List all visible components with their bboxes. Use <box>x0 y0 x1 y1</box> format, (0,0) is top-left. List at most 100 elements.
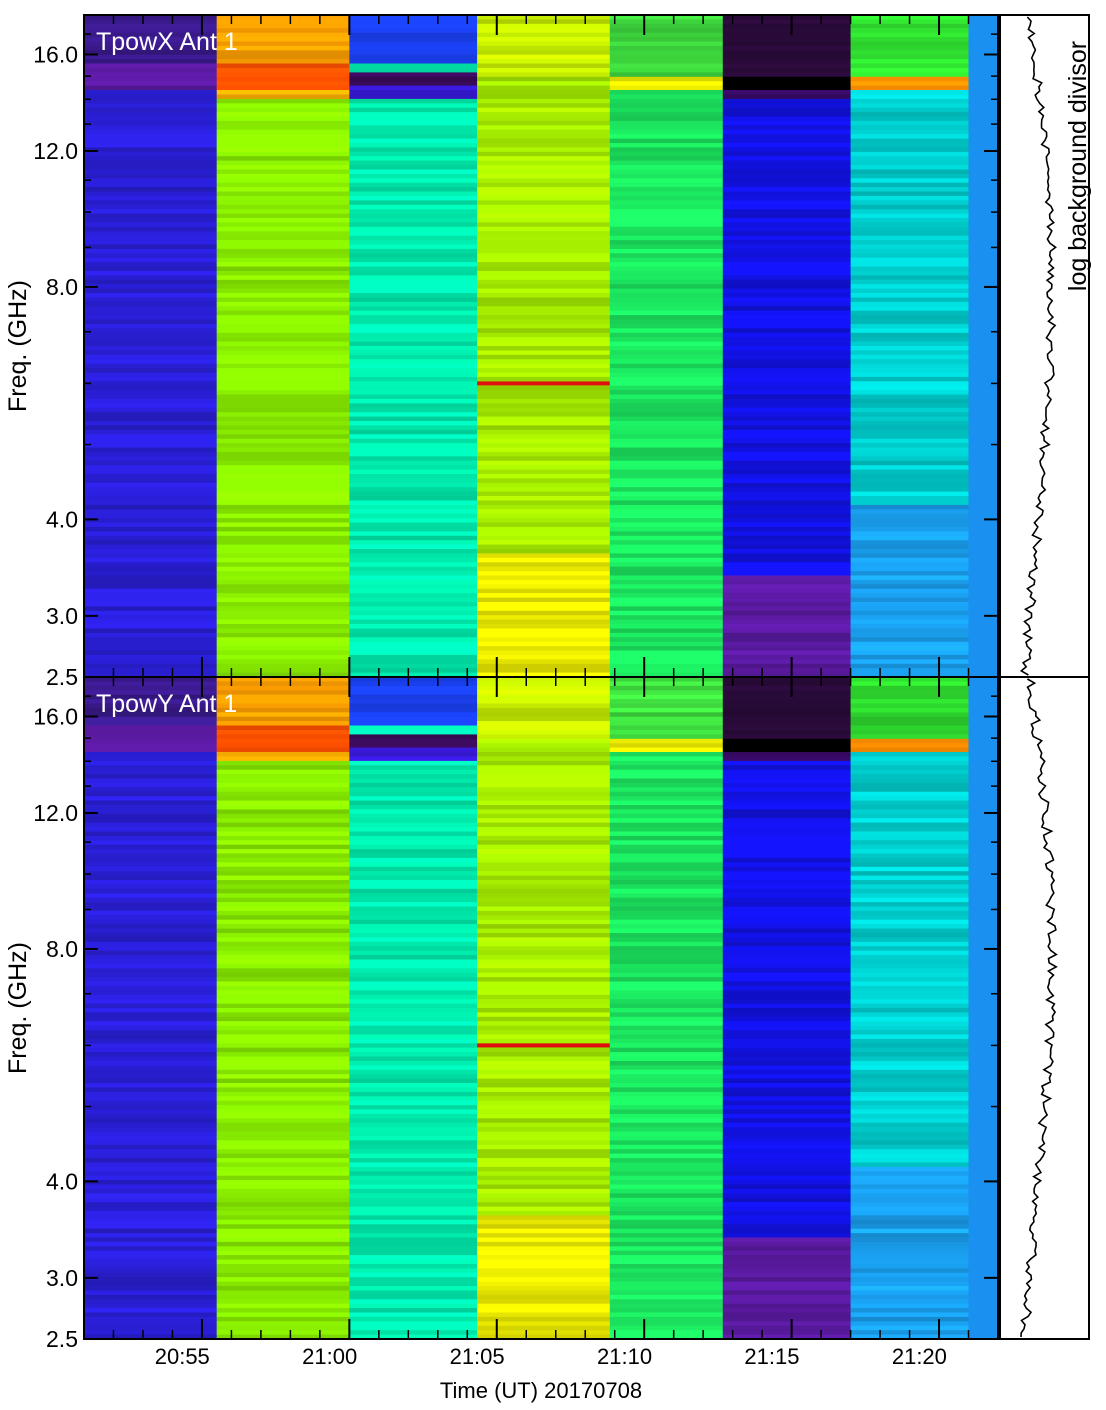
heatmap-cell <box>349 319 478 325</box>
heatmap-cell <box>722 319 852 325</box>
heatmap-cell <box>477 222 611 228</box>
heatmap-cell <box>609 1065 724 1071</box>
heatmap-cell <box>216 950 350 956</box>
heatmap-cell <box>609 915 724 921</box>
heatmap-cell <box>216 1074 350 1080</box>
heatmap-cell <box>850 354 970 360</box>
heatmap-cell <box>609 98 724 104</box>
heatmap-cell <box>722 844 852 850</box>
heatmap-cell <box>349 248 478 254</box>
heatmap-cell <box>84 204 218 210</box>
heatmap-cell <box>609 169 724 175</box>
heatmap-cell <box>477 844 611 850</box>
heatmap-cell <box>609 306 724 312</box>
heatmap-cell <box>722 72 852 78</box>
heatmap-cell <box>216 1264 350 1270</box>
heatmap-cell <box>722 390 852 396</box>
heatmap-cell <box>349 809 478 815</box>
heatmap-cell <box>84 509 218 515</box>
heatmap-cell <box>84 116 218 122</box>
heatmap-cell <box>850 491 970 497</box>
heatmap-cell <box>84 1131 218 1137</box>
heatmap-cell <box>349 1127 478 1133</box>
heatmap-cell <box>722 959 852 965</box>
heatmap-cell <box>216 553 350 559</box>
heatmap-cell <box>477 32 611 38</box>
heatmap-cell <box>850 624 970 630</box>
heatmap-cell <box>477 1188 611 1194</box>
heatmap-cell <box>850 641 970 647</box>
heatmap-cell <box>349 1030 478 1036</box>
heatmap-cell <box>84 721 218 727</box>
heatmap-cell <box>850 478 970 484</box>
heatmap-cell <box>722 275 852 281</box>
heatmap-cell <box>850 1286 970 1292</box>
heatmap-cell <box>609 800 724 806</box>
heatmap-cell <box>349 1008 478 1014</box>
heatmap-cell <box>722 103 852 109</box>
heatmap-cell <box>609 134 724 140</box>
heatmap-cell <box>84 1277 218 1283</box>
heatmap-cell <box>349 1330 478 1336</box>
heatmap-cell <box>84 72 218 78</box>
heatmap-cell <box>477 1299 611 1305</box>
heatmap-cell <box>722 813 852 819</box>
heatmap-cell <box>477 880 611 886</box>
heatmap-cell <box>609 946 724 952</box>
heatmap-cell <box>349 143 478 149</box>
heatmap-cell <box>722 654 852 660</box>
heatmap-cell <box>477 288 611 294</box>
heatmap-cell <box>722 129 852 135</box>
heatmap-cell <box>349 262 478 268</box>
heatmap-cell <box>850 615 970 621</box>
heatmap-cell <box>609 1334 724 1340</box>
heatmap-cell <box>216 566 350 572</box>
heatmap-cell <box>216 1091 350 1097</box>
heatmap-cell <box>349 63 478 69</box>
heatmap-cell <box>349 888 478 894</box>
heatmap-cell <box>84 257 218 263</box>
heatmap-cell <box>722 412 852 418</box>
heatmap-cell <box>850 1308 970 1314</box>
heatmap-cell <box>84 584 218 590</box>
heatmap-cell <box>722 143 852 149</box>
heatmap-cell <box>349 138 478 144</box>
heatmap-cell <box>84 293 218 299</box>
heatmap-cell <box>216 915 350 921</box>
heatmap-cell <box>722 1308 852 1314</box>
heatmap-cell <box>609 443 724 449</box>
heatmap-cell <box>477 443 611 449</box>
heatmap-cell <box>850 1065 970 1071</box>
heatmap-cell <box>722 500 852 506</box>
heatmap-cell <box>216 1228 350 1234</box>
heatmap-cell <box>722 209 852 215</box>
heatmap-cell <box>850 844 970 850</box>
heatmap-cell <box>609 244 724 250</box>
heatmap-cell <box>609 1180 724 1186</box>
heatmap-cell <box>349 774 478 780</box>
heatmap-cell <box>84 734 218 740</box>
heatmap-cell <box>349 482 478 488</box>
heatmap-cell <box>609 1303 724 1309</box>
heatmap-cell <box>477 103 611 109</box>
heatmap-cell <box>609 959 724 965</box>
heatmap-cell <box>477 218 611 224</box>
heatmap-cell <box>477 831 611 837</box>
heatmap-cell <box>722 451 852 457</box>
heatmap-cell <box>609 597 724 603</box>
heatmap-cell <box>477 275 611 281</box>
heatmap-cell <box>84 460 218 466</box>
heatmap-cell <box>349 535 478 541</box>
x-tick-label: 21:20 <box>892 1344 947 1369</box>
heatmap-cell <box>477 81 611 87</box>
heatmap-cell <box>477 63 611 69</box>
heatmap-cell <box>850 866 970 872</box>
heatmap-cell <box>609 571 724 577</box>
heatmap-cell <box>609 897 724 903</box>
heatmap-cell <box>609 818 724 824</box>
heatmap-cell <box>84 1303 218 1309</box>
heatmap-cell <box>850 703 970 709</box>
heatmap-cell <box>722 487 852 493</box>
heatmap-cell <box>84 112 218 118</box>
y-tick-label: 2.5 <box>46 664 78 690</box>
